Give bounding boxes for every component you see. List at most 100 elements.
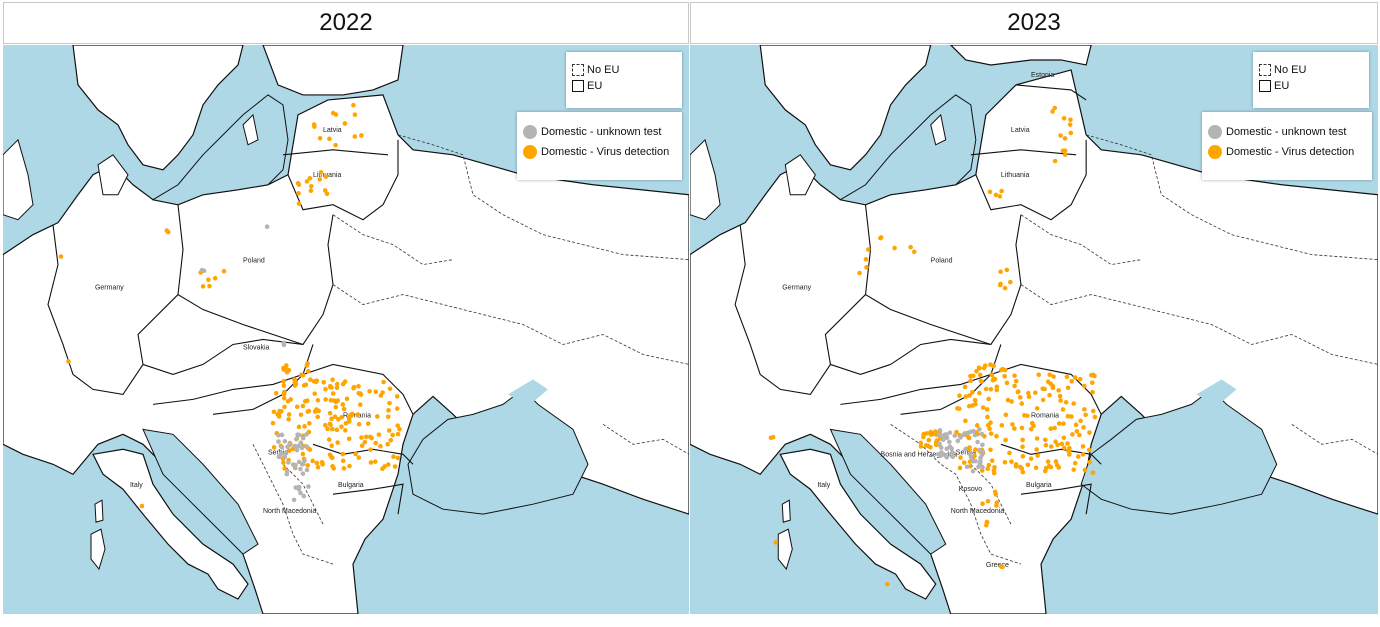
virus-detection-point — [351, 386, 356, 391]
unknown-test-point — [282, 439, 288, 444]
virus-detection-point — [387, 386, 393, 392]
virus-detection-point — [968, 378, 973, 384]
country-label: Poland — [243, 258, 265, 265]
unknown-test-point — [279, 432, 285, 438]
virus-detection-point — [386, 428, 392, 433]
virus-detection-point — [315, 464, 321, 470]
virus-detection-point — [395, 423, 401, 428]
virus-detection-point — [359, 435, 364, 440]
virus-detection-point — [892, 245, 897, 251]
virus-detection-point — [330, 377, 335, 383]
country-label: North Macedonia — [951, 508, 1005, 515]
unknown-test-point — [979, 452, 985, 458]
virus-detection-point — [317, 135, 323, 141]
unknown-test-point — [980, 464, 985, 470]
virus-detection-point — [281, 395, 287, 401]
virus-detection-point — [955, 406, 960, 411]
orange-dot-icon — [1208, 145, 1222, 159]
virus-detection-point — [1087, 459, 1093, 465]
unknown-test-point — [300, 435, 306, 441]
virus-detection-point — [200, 284, 206, 289]
virus-detection-point — [388, 438, 394, 443]
virus-detection-point — [1074, 429, 1080, 434]
virus-detection-point — [957, 465, 963, 471]
unknown-test-point — [304, 444, 309, 449]
unknown-test-point — [276, 454, 282, 460]
virus-detection-point — [328, 384, 333, 390]
unknown-test-point — [264, 224, 270, 229]
virus-detection-point — [768, 435, 774, 441]
land-scandinavia — [72, 45, 244, 171]
virus-detection-point — [966, 403, 972, 409]
virus-detection-point — [1004, 267, 1010, 273]
unknown-test-point — [281, 342, 287, 348]
virus-detection-point — [997, 194, 1003, 199]
unknown-test-point — [279, 444, 285, 450]
virus-detection-point — [1075, 454, 1081, 459]
virus-detection-point — [376, 432, 382, 437]
virus-detection-point — [315, 414, 321, 420]
virus-detection-point — [1002, 285, 1008, 291]
virus-detection-point — [293, 380, 298, 385]
virus-detection-point — [1010, 422, 1015, 427]
virus-detection-point — [375, 414, 380, 419]
adriatic-sea — [829, 428, 947, 555]
virus-detection-point — [972, 453, 977, 459]
virus-detection-point — [1062, 152, 1068, 157]
virus-detection-point — [1000, 564, 1005, 570]
virus-detection-point — [368, 447, 373, 452]
virus-detection-point — [284, 369, 290, 375]
virus-detection-point — [977, 372, 983, 378]
virus-detection-point — [1002, 459, 1008, 465]
virus-detection-point — [921, 434, 926, 440]
virus-detection-point — [323, 386, 328, 392]
virus-detection-point — [319, 459, 325, 465]
unknown-test-point — [944, 446, 950, 452]
virus-detection-point — [1090, 408, 1096, 414]
virus-detection-point — [993, 192, 999, 198]
virus-detection-point — [323, 397, 328, 402]
virus-detection-point — [1043, 442, 1049, 448]
virus-detection-point — [352, 112, 358, 117]
eu-legend: No EU EU — [566, 52, 682, 108]
virus-detection-point — [918, 440, 924, 446]
unknown-test-point — [282, 454, 288, 460]
virus-detection-point — [139, 503, 145, 509]
virus-detection-point — [980, 405, 986, 410]
unknown-test-point — [295, 443, 301, 449]
unknown-test-point — [299, 445, 305, 451]
virus-detection-point — [1077, 376, 1083, 382]
unknown-test-point — [286, 460, 291, 465]
azov-sea — [508, 379, 548, 407]
virus-detection-point — [988, 431, 994, 436]
unknown-test-point — [294, 447, 300, 453]
virus-detection-point — [1056, 388, 1061, 393]
virus-detection-point — [1048, 444, 1054, 449]
virus-detection-point — [340, 402, 346, 407]
virus-detection-point — [967, 393, 972, 398]
virus-detection-point — [358, 402, 363, 407]
legend-unknown-test: Domestic - unknown test — [523, 124, 676, 140]
unknown-test-point — [304, 432, 309, 437]
virus-detection-point — [378, 443, 383, 449]
virus-detection-point — [1060, 407, 1066, 412]
virus-detection-point — [970, 389, 975, 395]
virus-detection-point — [1061, 445, 1067, 451]
virus-detection-point — [329, 416, 334, 422]
unknown-test-point — [283, 450, 288, 456]
virus-detection-point — [328, 397, 334, 403]
virus-detection-point — [973, 401, 978, 407]
virus-detection-point — [298, 412, 304, 418]
virus-detection-point — [989, 458, 995, 463]
virus-detection-point — [358, 392, 364, 397]
virus-detection-point — [985, 466, 990, 472]
virus-detection-point — [304, 363, 310, 368]
virus-detection-point — [1086, 447, 1092, 453]
detection-points — [58, 102, 402, 509]
unknown-test-point — [944, 432, 949, 437]
unknown-test-point — [294, 436, 299, 442]
virus-detection-point — [961, 460, 967, 465]
virus-detection-point — [1034, 436, 1040, 441]
map-view[interactable]: Estonia Latvia Lithuania Poland Germany Roman… — [690, 45, 1378, 614]
map-svg: Estonia Latvia Lithuania Poland Germany Roman… — [690, 45, 1378, 614]
